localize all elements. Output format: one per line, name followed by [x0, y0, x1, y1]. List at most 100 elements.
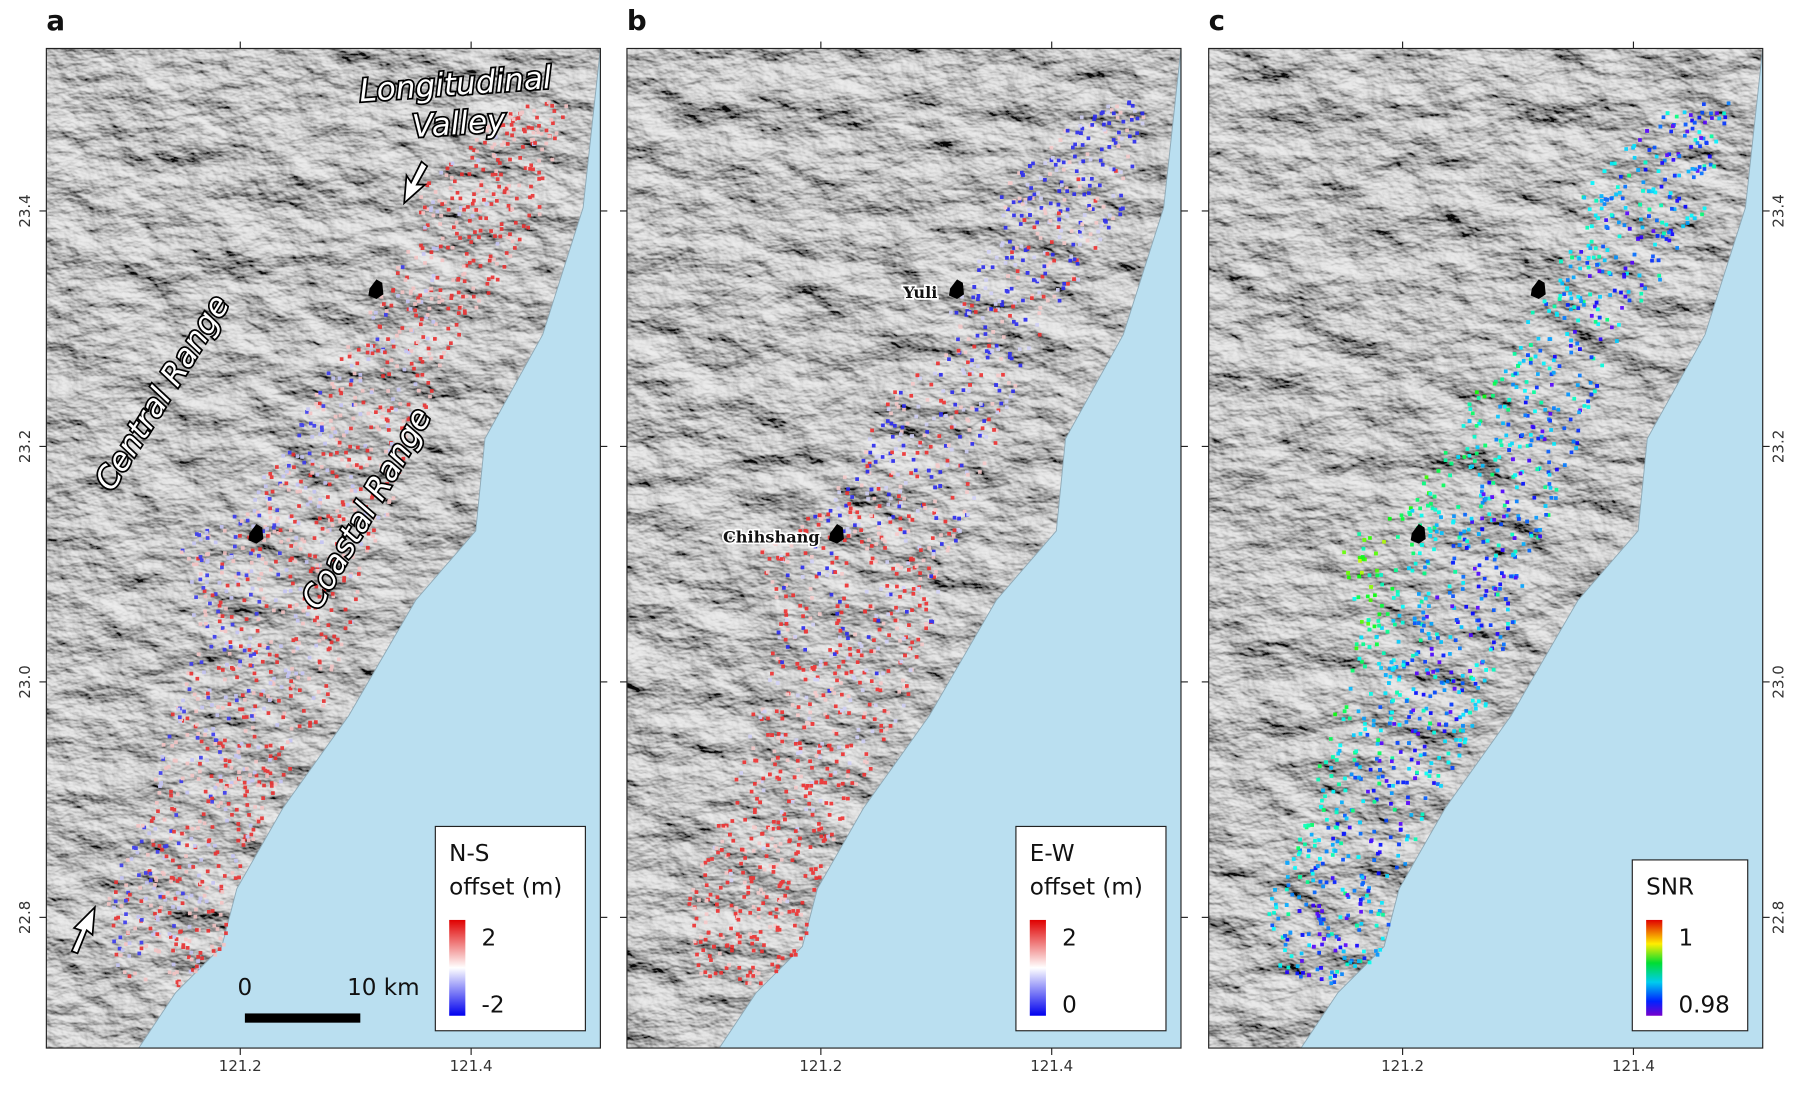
offset-pixel [1614, 339, 1619, 343]
offset-pixel [844, 561, 849, 565]
offset-pixel [1536, 372, 1540, 376]
offset-pixel [197, 927, 201, 932]
offset-pixel [1072, 192, 1077, 196]
offset-pixel [695, 952, 699, 957]
offset-pixel [778, 899, 782, 904]
offset-pixel [1337, 748, 1342, 753]
offset-pixel [213, 785, 218, 790]
offset-pixel [1450, 766, 1455, 770]
offset-pixel [496, 158, 500, 162]
offset-pixel [169, 793, 173, 798]
offset-pixel [379, 469, 384, 473]
offset-pixel [1568, 264, 1573, 269]
offset-pixel [1357, 775, 1361, 780]
offset-pixel [1479, 596, 1484, 601]
offset-pixel [904, 635, 909, 639]
offset-pixel [1651, 229, 1656, 233]
offset-pixel [1286, 912, 1291, 917]
offset-pixel [1106, 225, 1111, 230]
offset-pixel [1121, 176, 1126, 181]
offset-pixel [250, 714, 254, 718]
offset-pixel [1389, 801, 1393, 806]
offset-pixel [164, 854, 169, 859]
offset-pixel [1588, 292, 1593, 297]
offset-pixel [328, 452, 333, 457]
offset-pixel [999, 357, 1003, 361]
offset-pixel [1337, 937, 1341, 941]
offset-pixel [1677, 154, 1682, 158]
offset-pixel [1533, 409, 1537, 414]
offset-pixel [749, 836, 754, 841]
offset-pixel [256, 510, 260, 515]
offset-pixel [1013, 300, 1017, 305]
offset-pixel [1021, 173, 1025, 177]
offset-pixel [336, 657, 341, 662]
offset-pixel [1470, 464, 1474, 469]
offset-pixel [1703, 120, 1707, 125]
offset-pixel [906, 529, 911, 533]
offset-pixel [273, 598, 278, 603]
offset-pixel [1351, 808, 1355, 813]
offset-pixel [1516, 514, 1521, 518]
offset-pixel [225, 783, 229, 788]
offset-pixel [1554, 487, 1559, 492]
offset-pixel [1078, 161, 1083, 165]
offset-pixel [365, 448, 370, 453]
offset-pixel [246, 743, 250, 748]
offset-pixel [898, 390, 903, 395]
offset-pixel [879, 723, 884, 728]
offset-pixel [196, 777, 201, 781]
offset-pixel [825, 566, 829, 571]
offset-pixel [1274, 905, 1279, 910]
offset-pixel [1357, 555, 1362, 560]
offset-pixel [994, 255, 999, 260]
offset-pixel [351, 416, 356, 421]
x-tick-label: 121.4 [1612, 1057, 1655, 1075]
offset-pixel [1546, 470, 1551, 475]
offset-pixel [401, 456, 406, 461]
offset-pixel [1569, 296, 1574, 301]
offset-pixel [163, 897, 168, 902]
offset-pixel [796, 842, 801, 847]
offset-pixel [1030, 296, 1034, 300]
legend-max: 2 [482, 925, 497, 951]
offset-pixel [199, 660, 204, 665]
offset-pixel [482, 197, 486, 202]
offset-pixel [240, 546, 245, 550]
offset-pixel [841, 752, 845, 757]
offset-pixel [470, 155, 475, 160]
offset-pixel [886, 612, 891, 617]
offset-pixel [803, 794, 808, 799]
offset-pixel [312, 489, 317, 494]
y-tick-label: 23.2 [1770, 430, 1788, 463]
offset-pixel [215, 782, 220, 787]
offset-pixel [1435, 668, 1440, 673]
offset-pixel [189, 662, 194, 666]
offset-pixel [295, 454, 300, 459]
offset-pixel [236, 750, 241, 754]
offset-pixel [1432, 494, 1437, 499]
offset-pixel [775, 656, 780, 661]
offset-pixel [927, 546, 931, 550]
offset-pixel [199, 739, 204, 744]
offset-pixel [335, 542, 339, 546]
offset-pixel [206, 839, 211, 844]
offset-pixel [477, 235, 481, 240]
offset-pixel [888, 592, 893, 597]
offset-pixel [1360, 896, 1365, 901]
offset-pixel [263, 524, 268, 529]
offset-pixel [308, 473, 313, 478]
offset-pixel [302, 539, 307, 544]
offset-pixel [278, 528, 283, 532]
legend-max: 1 [1678, 925, 1693, 951]
offset-pixel [1619, 174, 1623, 179]
offset-pixel [864, 589, 869, 594]
town-marker [248, 524, 264, 544]
offset-pixel [305, 502, 310, 507]
offset-pixel [785, 645, 790, 649]
offset-pixel [1681, 224, 1685, 229]
offset-pixel [704, 883, 709, 888]
offset-pixel [310, 434, 315, 439]
offset-pixel [195, 697, 200, 701]
offset-pixel [247, 813, 251, 817]
